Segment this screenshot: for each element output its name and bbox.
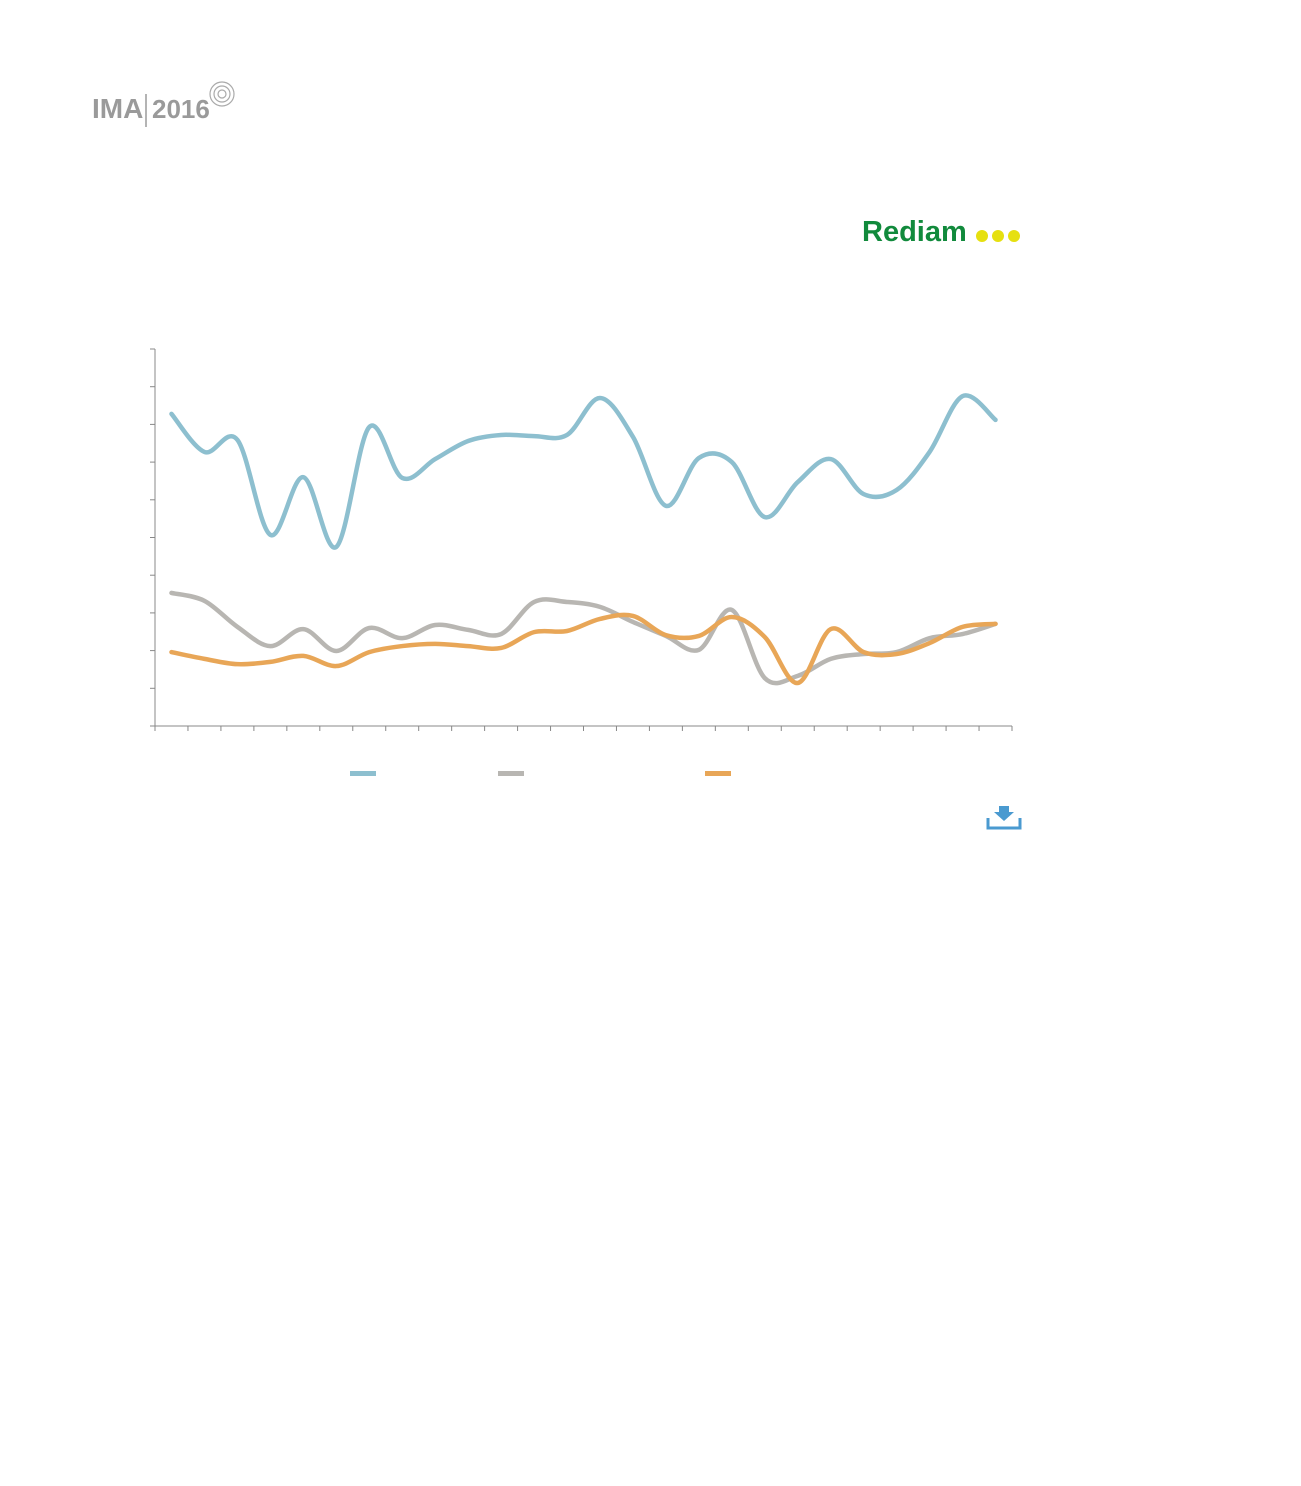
logo-brand: IMA	[92, 93, 143, 124]
legend-swatch	[705, 771, 731, 776]
logo-rings	[209, 81, 235, 107]
download-button[interactable]	[986, 806, 1022, 830]
line-series	[169, 393, 998, 550]
logo-year: 2016	[152, 94, 210, 124]
legend-swatch	[498, 771, 524, 776]
partner-logo: Rediam	[862, 216, 967, 248]
line-series	[169, 590, 998, 686]
partner-dots	[976, 230, 1020, 242]
legend-swatch	[350, 771, 376, 776]
line-series	[169, 612, 998, 686]
